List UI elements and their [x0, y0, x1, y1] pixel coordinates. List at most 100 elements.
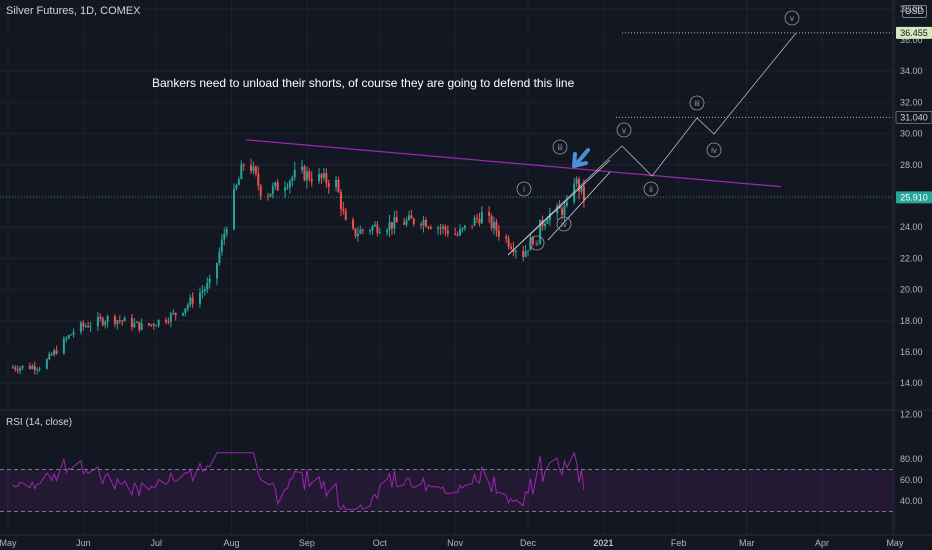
time-tick: May [0, 538, 17, 548]
candle-body [412, 218, 415, 224]
candle-body [223, 233, 226, 240]
candle-body [475, 217, 478, 219]
candle-body [67, 335, 70, 339]
candle-body [495, 221, 498, 231]
candle-body [65, 338, 68, 340]
candle-body [359, 229, 362, 234]
candle-body [38, 368, 41, 370]
candle-body [172, 312, 175, 314]
candle-body [167, 321, 170, 323]
candle-body [72, 332, 75, 335]
candle-body [337, 179, 340, 193]
rsi-band-lines [0, 469, 893, 512]
candle-body [578, 179, 581, 192]
candle-body [480, 212, 483, 224]
candle-body [79, 322, 82, 333]
candle-body [250, 165, 252, 172]
price-tick: 16.00 [900, 347, 923, 357]
candle-body [104, 322, 107, 325]
candle-body [539, 219, 542, 245]
wave-label: v [622, 126, 626, 135]
wave-label: v [790, 14, 794, 23]
price-axis: 38.0036.0034.0032.0030.0028.0026.0024.00… [892, 0, 923, 535]
price-tick: 22.00 [900, 253, 923, 263]
candle-body [235, 185, 238, 189]
candle-body [99, 316, 102, 319]
candle-body [371, 226, 374, 231]
candle-body [444, 226, 447, 231]
candle-body [121, 320, 124, 322]
candle-body [522, 250, 525, 257]
elliott-wave-projection [507, 32, 797, 256]
candle-body [130, 317, 133, 328]
wave-circle [689, 95, 705, 111]
candle-body [575, 179, 578, 184]
price-tick: 18.00 [900, 316, 923, 326]
rsi-line [12, 451, 585, 511]
candle-body [429, 227, 432, 229]
candle-body [237, 179, 240, 186]
annotation-text[interactable]: Bankers need to unload their shorts, of … [152, 76, 575, 90]
candle-body [36, 369, 39, 371]
time-tick: Jun [76, 538, 91, 548]
candle-body [356, 233, 359, 236]
candle-body [308, 171, 311, 179]
wave-label: iv [561, 220, 567, 229]
price-tick: 36.00 [900, 35, 923, 45]
candle-body [405, 220, 408, 225]
candle-body [138, 321, 141, 330]
candle-body [133, 322, 136, 328]
rsi-legend[interactable]: RSI (14, close) [6, 417, 73, 428]
candle-body [378, 232, 381, 234]
candle-body [147, 323, 150, 326]
candle-body [19, 367, 22, 371]
price-level-lines [0, 32, 893, 198]
candle-body [206, 283, 209, 290]
candle-body [106, 316, 109, 323]
candle-body [507, 238, 510, 247]
candle-body [293, 169, 296, 178]
time-tick: Nov [447, 538, 464, 548]
candle-body [318, 174, 321, 182]
candle-body [89, 326, 92, 328]
candle-body [454, 234, 457, 236]
candle-body [267, 196, 270, 198]
projection-path [507, 32, 797, 256]
symbol-title[interactable]: Silver Futures, 1D, COMEX [6, 5, 141, 17]
time-tick: Sep [299, 538, 315, 548]
time-tick: Aug [224, 538, 240, 548]
candle-body [55, 350, 58, 354]
candle-body [471, 225, 474, 227]
candle-body [303, 166, 306, 181]
wave-circle [643, 181, 659, 197]
candle-body [544, 223, 547, 227]
time-axis: May Jun Jul Aug Sep Oct Nov Dec 2021 Feb Mar Apr May [0, 534, 932, 548]
candle-body [208, 278, 211, 284]
candle-body [493, 221, 495, 229]
candle-body [186, 304, 189, 309]
candle-body [87, 325, 90, 328]
candle-body [565, 202, 568, 206]
candle-body [527, 250, 530, 252]
grid-lines [0, 0, 896, 535]
price-tick: 20.00 [900, 285, 923, 295]
candle-body [531, 237, 534, 245]
candle-body [189, 297, 192, 305]
candle-body [140, 323, 143, 330]
candle-body [344, 210, 347, 220]
candle-body [456, 234, 459, 236]
candle-body [352, 219, 355, 229]
candle-body [310, 178, 313, 182]
candle-body [403, 222, 406, 225]
currency-badge[interactable]: USD [902, 5, 928, 18]
price-tick: 14.00 [900, 378, 923, 388]
candle-body [191, 297, 194, 304]
candlestick-series [11, 158, 585, 375]
resistance-trendline[interactable] [246, 139, 781, 188]
candle-body [505, 236, 508, 239]
candle-body [150, 324, 153, 326]
candle-body [50, 353, 53, 355]
time-tick: Feb [671, 538, 687, 548]
candle-body [563, 205, 566, 216]
candle-body [390, 222, 393, 229]
